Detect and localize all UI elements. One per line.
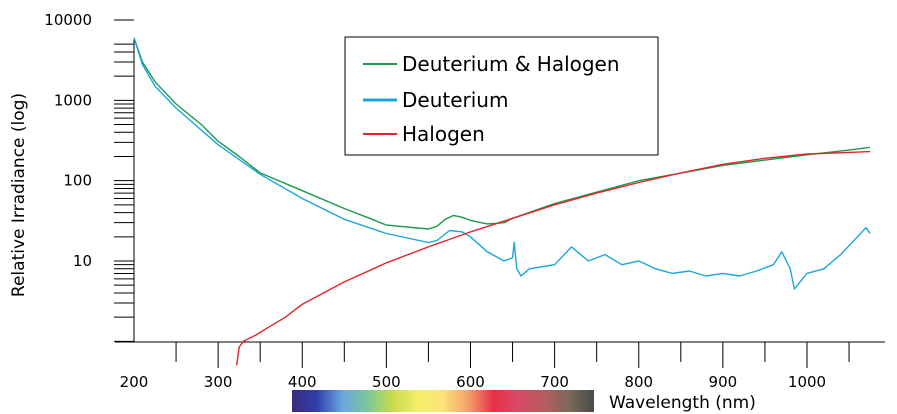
series-line-deuterium-halogen [133,37,871,230]
legend: Deuterium & Halogen Deuterium Halogen [344,36,659,156]
series-line-deuterium [133,37,871,290]
y-axis-ticks: 10 100 1000 10000 [44,11,134,342]
y-axis-title: Relative Irradiance (log) [9,93,29,297]
y-tick-label: 10 [73,252,92,270]
x-tick-label: 600 [456,373,485,391]
x-axis-title: Wavelength (nm) [609,393,756,413]
legend-label-deuterium: Deuterium [402,88,508,112]
y-tick-label: 100 [63,172,92,190]
x-tick-label: 700 [540,373,569,391]
series-group [133,37,871,366]
legend-box [344,36,659,156]
legend-label-deuterium-halogen: Deuterium & Halogen [402,52,620,76]
x-tick-label: 500 [372,373,401,391]
x-axis-ticks: 200 300 400 500 600 700 800 900 1000 [120,342,850,391]
spectrum-bar [292,390,594,412]
x-tick-label: 200 [120,373,149,391]
y-tick-label: 1000 [54,91,92,109]
x-tick-label: 300 [204,373,233,391]
legend-label-halogen: Halogen [402,122,485,146]
x-tick-label: 1000 [788,373,826,391]
series-line-halogen [235,150,871,366]
y-tick-label: 10000 [44,11,92,29]
x-tick-label: 900 [709,373,738,391]
x-tick-label: 400 [288,373,317,391]
x-tick-label: 800 [624,373,653,391]
